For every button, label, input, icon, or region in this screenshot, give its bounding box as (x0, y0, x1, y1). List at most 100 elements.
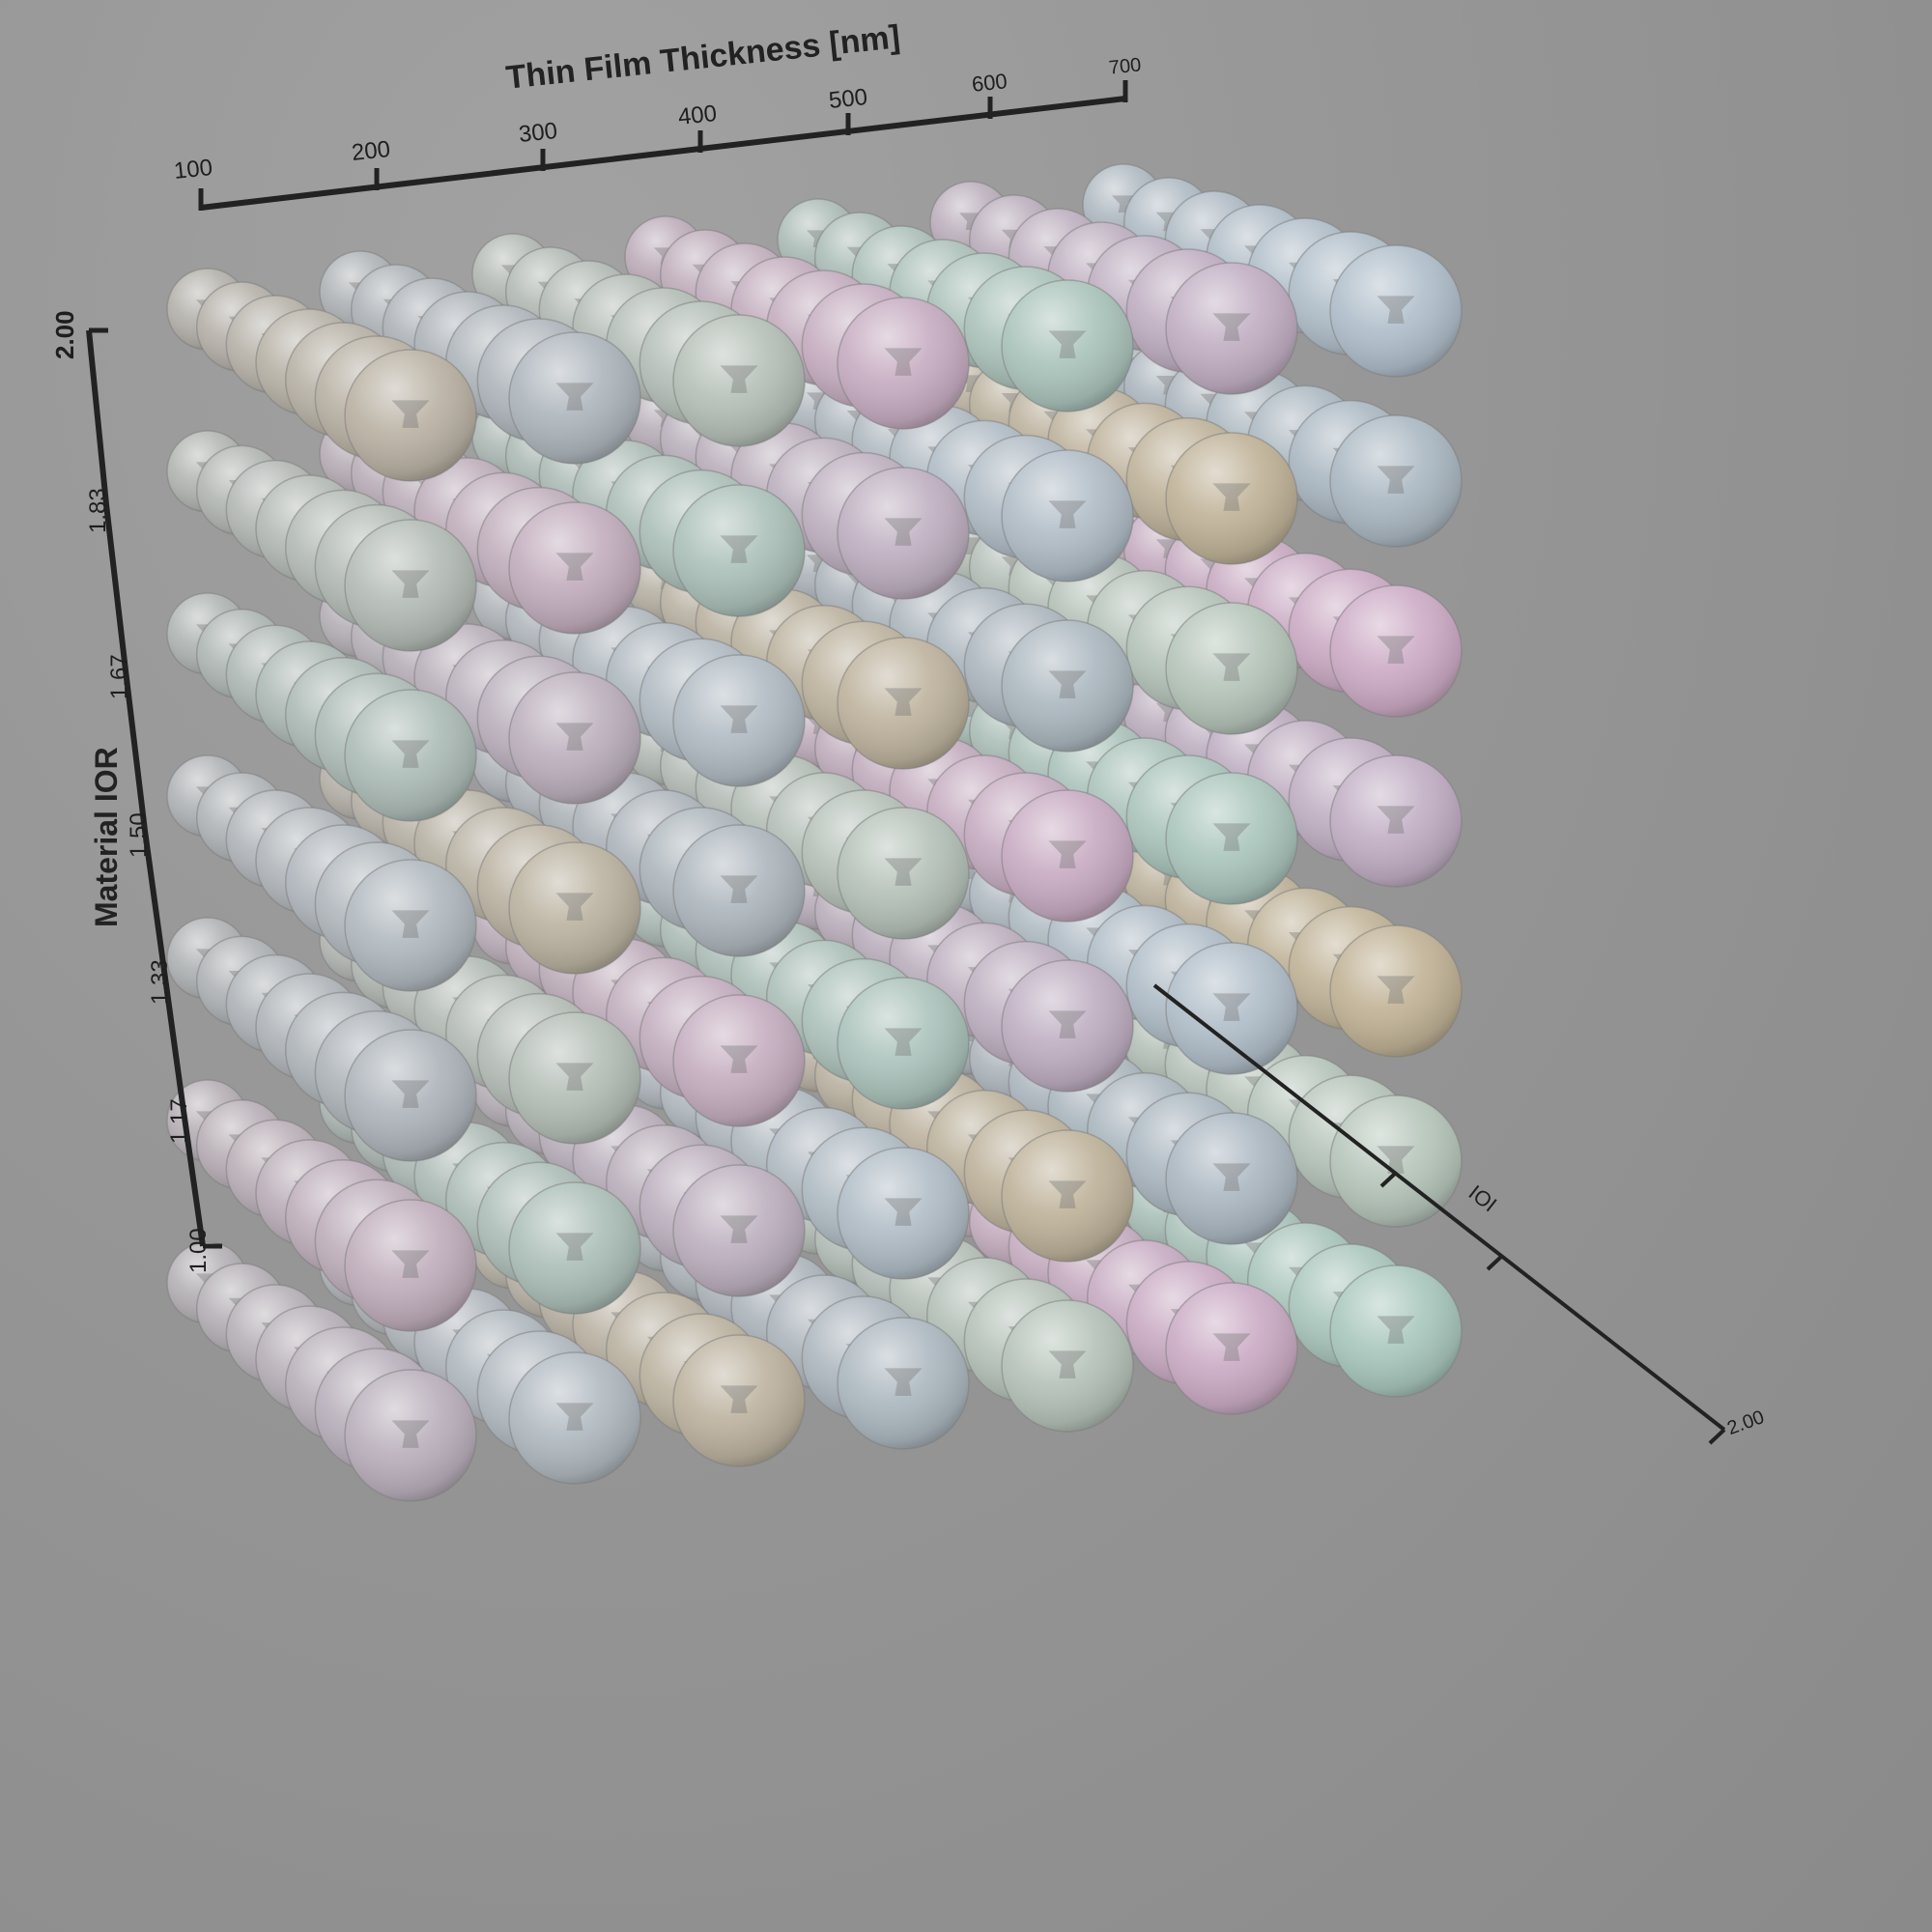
depth-axis-line (1152, 983, 1726, 1432)
sphere-shading (672, 824, 806, 957)
top-axis-tick-label: 500 (827, 83, 869, 115)
sphere-shading (1329, 244, 1463, 378)
sphere-shading (508, 331, 641, 465)
sphere-reflection (555, 723, 594, 751)
sphere-reflection (884, 1028, 923, 1056)
sphere-shading (508, 1351, 641, 1485)
sphere-reflection (1377, 466, 1415, 494)
sphere-reflection (884, 688, 923, 716)
sphere-reflection (1048, 330, 1087, 358)
sphere-reflection (1212, 483, 1251, 511)
left-axis-tick-label: 1.83 (85, 488, 111, 533)
sphere-shading (1165, 772, 1298, 905)
sphere-shading (344, 1029, 477, 1162)
top-axis-tick-label: 700 (1107, 54, 1143, 79)
sphere-reflection (391, 1080, 430, 1108)
sphere-reflection (1377, 1146, 1415, 1174)
sphere-reflection (1212, 823, 1251, 851)
sphere-shading (837, 467, 970, 600)
sphere-reflection (720, 1385, 758, 1413)
depth-axis-tick (1486, 1254, 1504, 1271)
sphere-reflection (720, 1045, 758, 1073)
left-axis-tick-label: 2.00 (50, 310, 79, 359)
sphere-reflection (720, 1215, 758, 1243)
sphere-shading (837, 637, 970, 770)
sphere-reflection (555, 383, 594, 411)
sphere-reflection (555, 1403, 594, 1431)
sphere-shading (1001, 789, 1134, 923)
axes-layer (86, 80, 1726, 1445)
sphere-reflection (1377, 976, 1415, 1004)
sphere-layer (166, 163, 1463, 1502)
sphere-shading (508, 1181, 641, 1315)
left-axis-tick-label: 1.50 (126, 812, 152, 858)
depth-axis-tick (1379, 1171, 1398, 1188)
top-axis-tick-label: 100 (172, 154, 214, 185)
sphere-shading (837, 1317, 970, 1450)
sphere-shading (1165, 942, 1298, 1075)
sphere-reflection (884, 1198, 923, 1226)
sphere-reflection (555, 893, 594, 921)
sphere-shading (672, 994, 806, 1127)
top-axis-tick-label: 200 (350, 135, 392, 167)
sphere-shading (1165, 432, 1298, 565)
sphere-shading (1001, 449, 1134, 582)
sphere-shading (672, 484, 806, 617)
sphere-reflection (1212, 653, 1251, 681)
sphere-shading (344, 859, 477, 992)
sphere-reflection (1377, 1316, 1415, 1344)
top-axis-tick-label: 600 (970, 69, 1009, 97)
sphere-shading (837, 977, 970, 1110)
sphere-reflection (555, 1063, 594, 1091)
sphere-reflection (1377, 296, 1415, 324)
sphere-shading (1329, 924, 1463, 1058)
sphere-reflection (1111, 195, 1136, 213)
sphere-reflection (391, 740, 430, 768)
sphere-reflection (1048, 840, 1087, 868)
sphere-shading (508, 841, 641, 975)
sphere-shading (837, 297, 970, 430)
sphere-reflection (1048, 1010, 1087, 1038)
sphere-shading (1329, 1264, 1463, 1398)
sphere-shading (1165, 262, 1298, 395)
left-axis-tick-label: 1.17 (166, 1098, 192, 1144)
sphere-reflection (1048, 1180, 1087, 1208)
top-axis-line (200, 96, 1126, 211)
sphere-shading (508, 501, 641, 635)
sphere-shading (1329, 414, 1463, 548)
sphere-reflection (1048, 670, 1087, 698)
left-axis-tick-label: 1.67 (106, 654, 132, 699)
sphere-reflection (884, 1368, 923, 1396)
sphere-shading (1329, 584, 1463, 718)
sphere-shading (344, 1199, 477, 1332)
sphere-reflection (391, 910, 430, 938)
sphere-reflection (1212, 1163, 1251, 1191)
sphere-shading (508, 671, 641, 805)
sphere-reflection (391, 570, 430, 598)
sphere-reflection (1048, 1350, 1087, 1378)
sphere-shading (837, 807, 970, 940)
sphere-shading (344, 519, 477, 652)
sphere-reflection (391, 1250, 430, 1278)
sphere-shading (672, 654, 806, 787)
sphere-shading (344, 689, 477, 822)
sphere-shading (837, 1147, 970, 1280)
sphere-shading (1001, 279, 1134, 412)
sphere-shading (1329, 1094, 1463, 1228)
sphere-reflection (555, 1233, 594, 1261)
sphere-reflection (1377, 806, 1415, 834)
sphere-reflection (1212, 993, 1251, 1021)
sphere-reflection (884, 858, 923, 886)
sphere-reflection (720, 535, 758, 563)
sphere-reflection (555, 553, 594, 581)
left-axis-tick-label: 1.00 (185, 1228, 212, 1273)
sphere-shading (344, 1369, 477, 1502)
top-axis-tick-label: 400 (676, 99, 719, 131)
top-axis-tick-label: 300 (517, 117, 559, 149)
sphere-reflection (884, 348, 923, 376)
sphere-shading (1001, 619, 1134, 753)
left-axis-line (86, 329, 206, 1247)
sphere-reflection (884, 518, 923, 546)
